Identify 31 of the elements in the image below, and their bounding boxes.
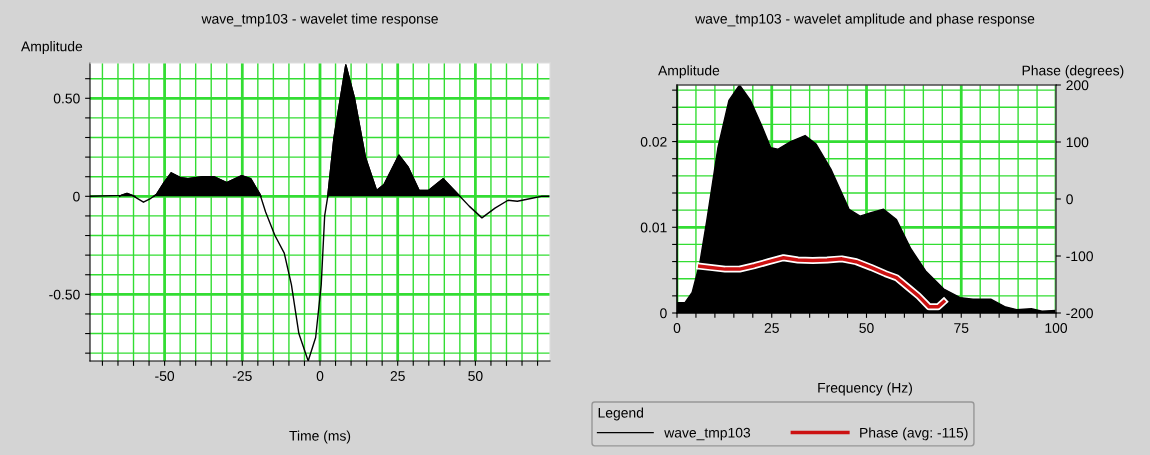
x-tick-label: 25 xyxy=(764,323,779,333)
x-tick-label: 75 xyxy=(954,323,969,333)
x-tick-label: -50 xyxy=(155,371,175,381)
y2-axis-title: Phase (degrees) xyxy=(1022,65,1124,79)
legend-label: wave_tmp103 xyxy=(664,427,751,441)
y-tick-label: 0.02 xyxy=(640,136,667,147)
y-tick-label: 0.50 xyxy=(53,93,80,104)
y2-tick-label: 0 xyxy=(1066,194,1073,205)
x-tick-label: 0 xyxy=(673,323,681,333)
legend-label: Phase (avg: -115) xyxy=(860,427,968,441)
y2-tick-label: 200 xyxy=(1066,80,1089,91)
legend-title: Legend xyxy=(598,407,644,421)
y-axis-title: Amplitude xyxy=(21,41,83,55)
y-tick-label: -0.50 xyxy=(49,289,80,300)
y-axis-title: Amplitude xyxy=(658,65,720,79)
y-tick-label: 0.01 xyxy=(640,222,667,233)
x-tick-label: 0 xyxy=(316,371,324,381)
x-tick-label: 50 xyxy=(859,323,874,333)
x-tick-label: -25 xyxy=(232,371,252,381)
y2-tick-label: -200 xyxy=(1066,308,1093,319)
chart-title: wave_tmp103 - wavelet amplitude and phase response xyxy=(695,13,1035,27)
x-tick-label: 50 xyxy=(468,371,483,381)
y-tick-label: 0 xyxy=(73,191,80,202)
x-axis-title: Time (ms) xyxy=(289,430,351,444)
y2-tick-label: -100 xyxy=(1066,251,1093,262)
x-tick-label: 100 xyxy=(1045,323,1068,333)
y-tick-label: 0 xyxy=(660,308,667,319)
x-tick-label: 25 xyxy=(390,371,405,381)
x-axis-title: Frequency (Hz) xyxy=(818,382,912,396)
chart-title: wave_tmp103 - wavelet time response xyxy=(201,13,438,27)
y2-tick-label: 100 xyxy=(1066,137,1089,148)
